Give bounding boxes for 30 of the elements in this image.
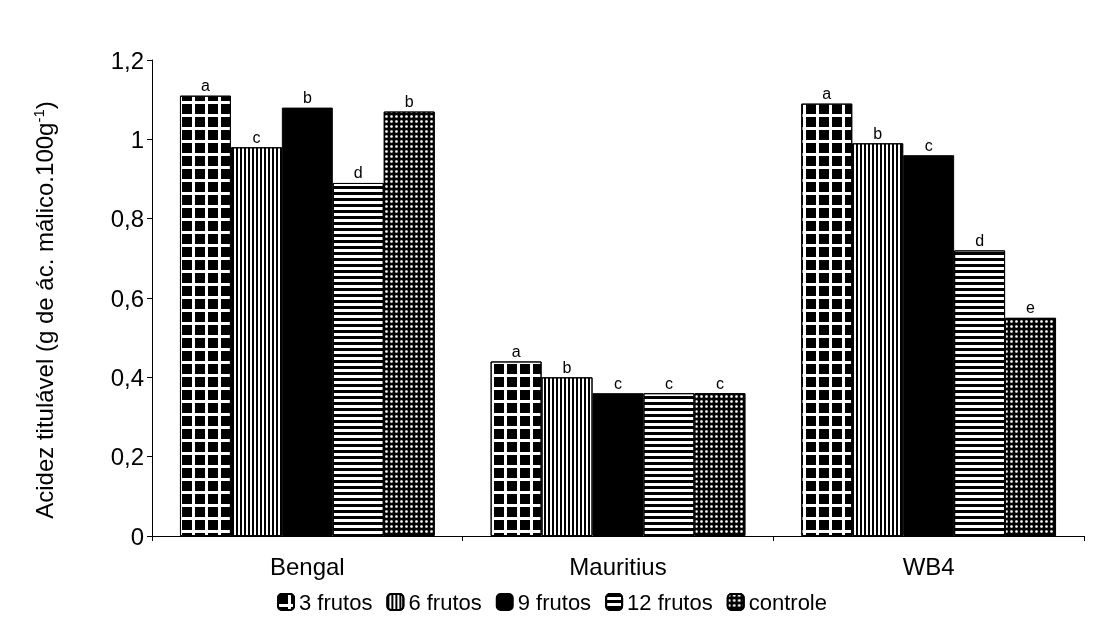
data-label: c xyxy=(614,374,622,392)
data-label: d xyxy=(975,231,985,249)
data-label: b xyxy=(404,93,414,111)
y-tick-label: 0 xyxy=(130,522,144,550)
legend-label: controle xyxy=(748,589,827,615)
y-tick-label: 0,2 xyxy=(110,443,144,471)
y-tick-label: 0,8 xyxy=(110,205,144,233)
legend-label: 9 frutos xyxy=(517,589,592,615)
legend-label: 6 frutos xyxy=(408,589,482,615)
data-label: a xyxy=(511,342,521,360)
data-label: b xyxy=(562,358,572,376)
data-label: a xyxy=(200,77,210,95)
x-tick-label: Mauritius xyxy=(569,552,667,580)
data-label: b xyxy=(873,124,883,142)
legend-label: 3 frutos xyxy=(299,589,373,615)
y-tick-label: 1,2 xyxy=(110,46,144,74)
y-tick-label: 0,6 xyxy=(110,284,144,312)
y-tick-label: 0,4 xyxy=(110,363,144,391)
data-label: e xyxy=(1026,299,1036,317)
x-tick-label: Bengal xyxy=(269,552,345,580)
data-label: b xyxy=(302,89,312,107)
data-label: c xyxy=(252,128,261,146)
data-label: d xyxy=(353,164,363,182)
y-tick-label: 1 xyxy=(130,125,144,153)
data-label: a xyxy=(822,85,832,103)
x-tick-label: WB4 xyxy=(902,552,955,580)
data-label: c xyxy=(924,136,933,154)
data-label: c xyxy=(715,374,724,392)
legend-label: 12 frutos xyxy=(627,589,713,615)
data-label: c xyxy=(664,374,673,392)
